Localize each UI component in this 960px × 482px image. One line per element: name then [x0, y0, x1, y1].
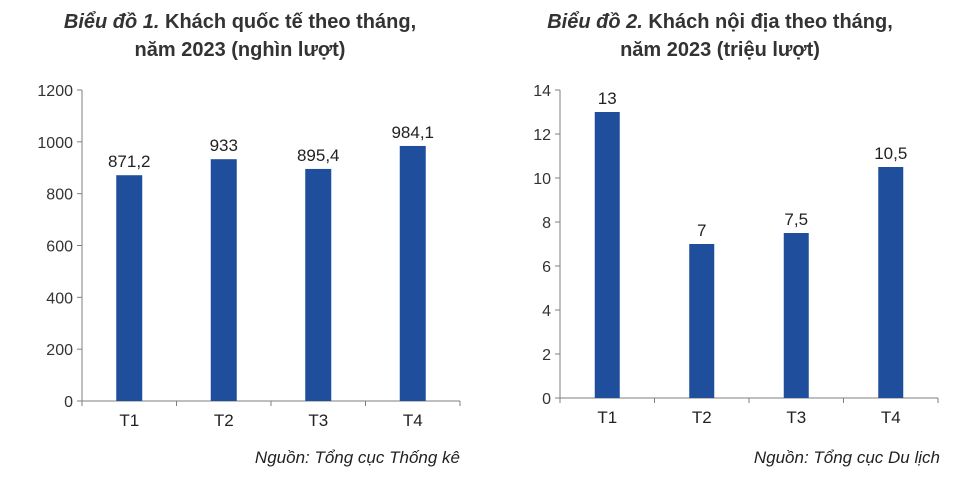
- chart-title-rest: Khách quốc tế theo tháng,: [159, 11, 417, 33]
- x-tick-label: T1: [597, 408, 617, 427]
- bar-t3: [305, 168, 332, 401]
- y-tick-label: 1200: [37, 83, 73, 100]
- y-tick-label: 600: [46, 239, 73, 256]
- bar-chart-1: 0 200 400 600 800 1000 1200 871,2 T1 933 T2 895,4 T3…: [37, 83, 461, 430]
- data-label: 7,5: [784, 210, 808, 229]
- bar-t2: [689, 244, 715, 398]
- data-label: 984,1: [391, 123, 434, 142]
- y-tick-label: 12: [533, 127, 551, 144]
- y-tick-label: 10: [533, 171, 551, 188]
- x-tick-label: T4: [881, 408, 901, 427]
- data-label: 933: [210, 136, 238, 155]
- x-tick-label: T1: [119, 411, 139, 430]
- y-tick-label: 4: [542, 303, 551, 320]
- x-tick-label: T2: [214, 411, 234, 430]
- data-label: 10,5: [874, 144, 907, 163]
- chart-source-2: Nguồn: Tổng cục Du lịch: [753, 448, 940, 467]
- chart-title-lead: Biểu đồ 2.: [547, 11, 643, 33]
- chart-panel-2: Biểu đồ 2. Khách nội địa theo tháng, năm…: [480, 0, 960, 482]
- x-tick-label: T3: [786, 408, 806, 427]
- bar-t2: [210, 159, 237, 401]
- chart-panel-1: Biểu đồ 1. Khách quốc tế theo tháng, năm…: [0, 8, 480, 467]
- bar-t1: [594, 112, 620, 398]
- chart-title-rest: Khách nội địa theo tháng,: [642, 11, 893, 33]
- chart-title-1: Biểu đồ 1. Khách quốc tế theo tháng, năm…: [0, 8, 480, 64]
- bar-t3: [783, 233, 809, 398]
- data-label: 871,2: [108, 152, 151, 171]
- x-tick-label: T2: [692, 408, 712, 427]
- x-tick-label: T4: [403, 411, 423, 430]
- y-tick-label: 400: [46, 290, 73, 307]
- bar-t4: [878, 167, 904, 398]
- chart-title-lead: Biểu đồ 1.: [63, 11, 160, 33]
- chart-title-2: Biểu đồ 2. Khách nội địa theo tháng, năm…: [480, 8, 960, 64]
- bar-chart-2: 0 2 4 6 8 10 12 14 13 T1 7 T2 7,5 T3 10,5 T4: [533, 83, 939, 427]
- bar-t1: [116, 175, 143, 401]
- chart-title-line2: năm 2023 (triệu lượt): [620, 39, 820, 61]
- y-tick-label: 14: [533, 83, 551, 100]
- y-tick-label: 0: [542, 391, 551, 408]
- y-tick-label: 1000: [37, 135, 73, 152]
- data-label: 895,4: [297, 146, 340, 165]
- y-tick-label: 8: [542, 215, 551, 232]
- y-tick-label: 6: [542, 259, 551, 276]
- data-label: 7: [697, 221, 706, 240]
- y-tick-label: 0: [64, 394, 73, 411]
- y-tick-label: 200: [46, 342, 73, 359]
- data-label: 13: [598, 89, 617, 108]
- bar-t4: [399, 145, 426, 401]
- y-tick-label: 2: [542, 347, 551, 364]
- x-tick-label: T3: [308, 411, 328, 430]
- chart-source-1: Nguồn: Tổng cục Thống kê: [254, 448, 460, 467]
- chart-title-line2: năm 2023 (nghìn lượt): [134, 39, 346, 61]
- y-tick-label: 800: [46, 187, 73, 204]
